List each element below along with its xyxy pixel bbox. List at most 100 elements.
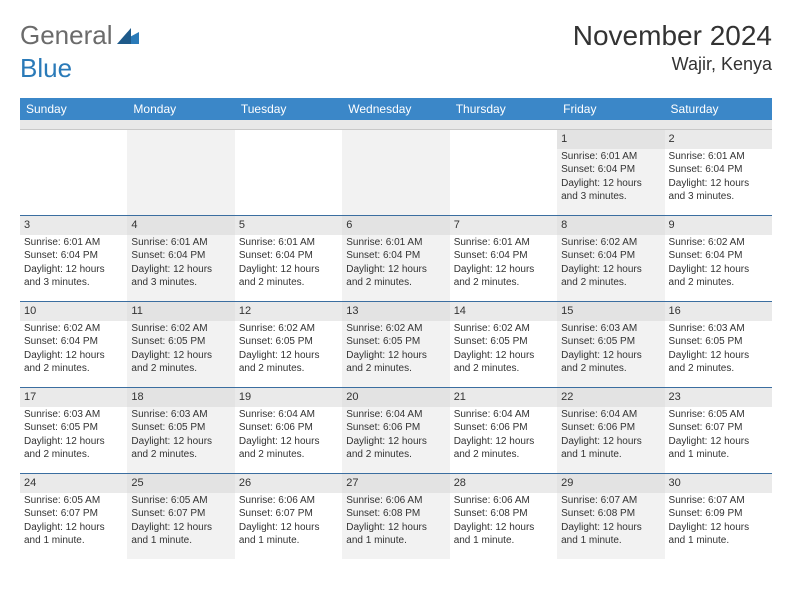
sunrise-text: Sunrise: 6:06 AM [454,494,553,508]
sunset-text: Sunset: 6:04 PM [454,249,553,263]
logo-text-1: General [20,20,113,51]
sunrise-text: Sunrise: 6:03 AM [24,408,123,422]
day-cell: 18Sunrise: 6:03 AMSunset: 6:05 PMDayligh… [127,388,234,473]
day-number: 14 [454,304,553,319]
day-cell: 20Sunrise: 6:04 AMSunset: 6:06 PMDayligh… [342,388,449,473]
day-cell [20,130,127,215]
week-row: 17Sunrise: 6:03 AMSunset: 6:05 PMDayligh… [20,387,772,473]
sunset-text: Sunset: 6:04 PM [24,249,123,263]
day-cell: 29Sunrise: 6:07 AMSunset: 6:08 PMDayligh… [557,474,664,559]
daylight-text: Daylight: 12 hours and 3 minutes. [669,177,768,204]
day-number: 18 [131,390,230,405]
sunrise-text: Sunrise: 6:02 AM [131,322,230,336]
day-header-tue: Tuesday [235,98,342,120]
sunset-text: Sunset: 6:05 PM [239,335,338,349]
daylight-text: Daylight: 12 hours and 3 minutes. [561,177,660,204]
day-number-bg: 24 [20,474,127,493]
day-cell: 6Sunrise: 6:01 AMSunset: 6:04 PMDaylight… [342,216,449,301]
daylight-text: Daylight: 12 hours and 2 minutes. [239,435,338,462]
sunrise-text: Sunrise: 6:04 AM [561,408,660,422]
month-title: November 2024 [573,20,772,52]
daylight-text: Daylight: 12 hours and 1 minute. [454,521,553,548]
day-cell: 24Sunrise: 6:05 AMSunset: 6:07 PMDayligh… [20,474,127,559]
day-number-bg: 26 [235,474,342,493]
weeks-container: 1Sunrise: 6:01 AMSunset: 6:04 PMDaylight… [20,130,772,559]
day-number: 21 [454,390,553,405]
sunset-text: Sunset: 6:08 PM [346,507,445,521]
day-cell: 13Sunrise: 6:02 AMSunset: 6:05 PMDayligh… [342,302,449,387]
sunset-text: Sunset: 6:06 PM [561,421,660,435]
sunset-text: Sunset: 6:04 PM [669,249,768,263]
daylight-text: Daylight: 12 hours and 2 minutes. [346,263,445,290]
sunset-text: Sunset: 6:05 PM [561,335,660,349]
day-cell: 9Sunrise: 6:02 AMSunset: 6:04 PMDaylight… [665,216,772,301]
sunrise-text: Sunrise: 6:03 AM [669,322,768,336]
day-cell: 14Sunrise: 6:02 AMSunset: 6:05 PMDayligh… [450,302,557,387]
sunrise-text: Sunrise: 6:07 AM [669,494,768,508]
day-number: 19 [239,390,338,405]
sunset-text: Sunset: 6:04 PM [239,249,338,263]
sunrise-text: Sunrise: 6:01 AM [669,150,768,164]
day-number-bg: 7 [450,216,557,235]
day-cell: 26Sunrise: 6:06 AMSunset: 6:07 PMDayligh… [235,474,342,559]
day-cell: 30Sunrise: 6:07 AMSunset: 6:09 PMDayligh… [665,474,772,559]
day-cell: 7Sunrise: 6:01 AMSunset: 6:04 PMDaylight… [450,216,557,301]
sunset-text: Sunset: 6:07 PM [669,421,768,435]
sunrise-text: Sunrise: 6:01 AM [239,236,338,250]
day-number-bg: 3 [20,216,127,235]
daylight-text: Daylight: 12 hours and 2 minutes. [561,349,660,376]
sunset-text: Sunset: 6:05 PM [131,421,230,435]
daylight-text: Daylight: 12 hours and 2 minutes. [131,435,230,462]
sunset-text: Sunset: 6:05 PM [24,421,123,435]
daylight-text: Daylight: 12 hours and 2 minutes. [454,263,553,290]
daylight-text: Daylight: 12 hours and 2 minutes. [561,263,660,290]
day-cell: 25Sunrise: 6:05 AMSunset: 6:07 PMDayligh… [127,474,234,559]
sunset-text: Sunset: 6:08 PM [561,507,660,521]
sunset-text: Sunset: 6:05 PM [346,335,445,349]
day-number-bg: 11 [127,302,234,321]
sunset-text: Sunset: 6:07 PM [24,507,123,521]
day-cell: 12Sunrise: 6:02 AMSunset: 6:05 PMDayligh… [235,302,342,387]
sunset-text: Sunset: 6:06 PM [346,421,445,435]
day-cell: 15Sunrise: 6:03 AMSunset: 6:05 PMDayligh… [557,302,664,387]
sunset-text: Sunset: 6:05 PM [454,335,553,349]
daylight-text: Daylight: 12 hours and 1 minute. [561,435,660,462]
day-number-bg: 22 [557,388,664,407]
day-cell: 19Sunrise: 6:04 AMSunset: 6:06 PMDayligh… [235,388,342,473]
day-cell: 1Sunrise: 6:01 AMSunset: 6:04 PMDaylight… [557,130,664,215]
week-row: 1Sunrise: 6:01 AMSunset: 6:04 PMDaylight… [20,130,772,215]
sunrise-text: Sunrise: 6:04 AM [346,408,445,422]
day-number: 10 [24,304,123,319]
day-cell [342,130,449,215]
day-cell [450,130,557,215]
day-number: 11 [131,304,230,319]
logo: General [20,20,139,51]
day-number: 28 [454,476,553,491]
day-number-bg: 27 [342,474,449,493]
week-row: 10Sunrise: 6:02 AMSunset: 6:04 PMDayligh… [20,301,772,387]
day-number: 5 [239,218,338,233]
day-number: 6 [346,218,445,233]
day-number-bg: 28 [450,474,557,493]
sunrise-text: Sunrise: 6:05 AM [24,494,123,508]
day-number: 25 [131,476,230,491]
sunrise-text: Sunrise: 6:02 AM [24,322,123,336]
day-number: 24 [24,476,123,491]
sunrise-text: Sunrise: 6:02 AM [669,236,768,250]
day-number-bg: 30 [665,474,772,493]
daylight-text: Daylight: 12 hours and 1 minute. [131,521,230,548]
day-number: 9 [669,218,768,233]
sunset-text: Sunset: 6:04 PM [346,249,445,263]
day-number: 1 [561,132,660,147]
day-header-row: Sunday Monday Tuesday Wednesday Thursday… [20,98,772,120]
day-cell: 10Sunrise: 6:02 AMSunset: 6:04 PMDayligh… [20,302,127,387]
daylight-text: Daylight: 12 hours and 2 minutes. [454,435,553,462]
daylight-text: Daylight: 12 hours and 3 minutes. [24,263,123,290]
day-number: 23 [669,390,768,405]
daylight-text: Daylight: 12 hours and 2 minutes. [131,349,230,376]
sunrise-text: Sunrise: 6:02 AM [346,322,445,336]
day-cell [127,130,234,215]
sunset-text: Sunset: 6:04 PM [669,163,768,177]
day-cell: 2Sunrise: 6:01 AMSunset: 6:04 PMDaylight… [665,130,772,215]
day-cell [235,130,342,215]
